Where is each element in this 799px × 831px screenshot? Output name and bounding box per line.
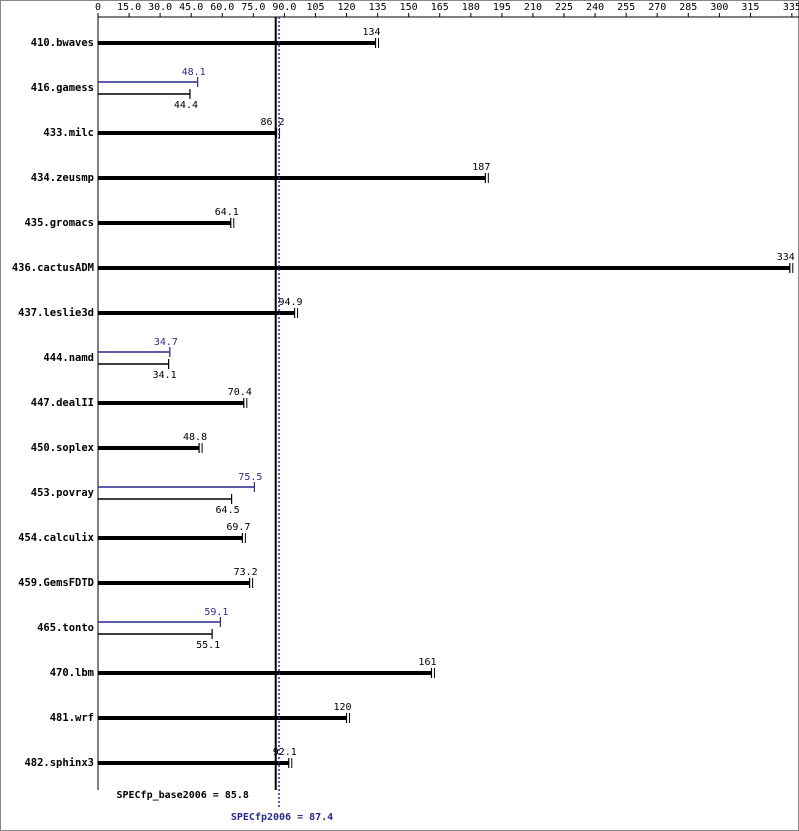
- category-label: 433.milc: [43, 127, 94, 139]
- value-label: 73.2: [234, 567, 258, 578]
- category-label: 454.calculix: [18, 532, 95, 544]
- x-tick-label: 90.0: [272, 2, 296, 13]
- value-label: 92.1: [273, 747, 297, 758]
- value-label: 34.1: [153, 370, 177, 381]
- value-label: 120: [334, 702, 352, 713]
- x-tick-label: 180: [462, 2, 480, 13]
- category-label: 434.zeusmp: [31, 172, 94, 184]
- x-tick-label: 30.0: [148, 2, 172, 13]
- x-tick-label: 45.0: [179, 2, 203, 13]
- reference-label: SPECfp2006 = 87.4: [231, 812, 333, 823]
- value-label: 86.2: [260, 117, 284, 128]
- x-tick-label: 105: [306, 2, 324, 13]
- x-tick-label: 120: [338, 2, 356, 13]
- x-tick-label: 75.0: [241, 2, 265, 13]
- category-label: 437.leslie3d: [18, 307, 94, 319]
- category-label: 436.cactusADM: [12, 262, 94, 274]
- value-label: 134: [363, 27, 381, 38]
- x-tick-label: 285: [679, 2, 697, 13]
- x-tick-label: 15.0: [117, 2, 141, 13]
- value-label: 75.5: [238, 472, 262, 483]
- category-label: 447.dealII: [31, 397, 94, 409]
- category-label: 444.namd: [43, 352, 94, 364]
- category-label: 482.sphinx3: [24, 757, 94, 769]
- value-label: 34.7: [154, 337, 178, 348]
- value-label: 69.7: [226, 522, 250, 533]
- category-label: 450.soplex: [31, 442, 95, 454]
- x-tick-label: 335: [783, 2, 799, 13]
- value-label: 59.1: [204, 607, 228, 618]
- x-tick-label: 135: [369, 2, 387, 13]
- x-tick-label: 255: [617, 2, 635, 13]
- x-tick-label: 315: [741, 2, 759, 13]
- value-label: 187: [472, 162, 490, 173]
- value-label: 334: [777, 252, 795, 263]
- value-label: 48.8: [183, 432, 207, 443]
- category-label: 470.lbm: [50, 667, 94, 679]
- x-tick-label: 60.0: [210, 2, 234, 13]
- value-label: 94.9: [279, 297, 303, 308]
- category-label: 481.wrf: [50, 712, 94, 724]
- x-tick-label: 300: [710, 2, 728, 13]
- x-tick-label: 150: [400, 2, 418, 13]
- reference-label: SPECfp_base2006 = 85.8: [116, 790, 248, 801]
- category-label: 435.gromacs: [24, 217, 94, 229]
- x-tick-label: 240: [586, 2, 604, 13]
- value-label: 64.5: [216, 505, 240, 516]
- value-label: 55.1: [196, 640, 220, 651]
- category-label: 465.tonto: [37, 622, 94, 634]
- category-label: 459.GemsFDTD: [18, 577, 94, 589]
- category-label: 416.gamess: [31, 82, 94, 94]
- x-tick-label: 270: [648, 2, 666, 13]
- value-label: 48.1: [182, 67, 206, 78]
- category-label: 410.bwaves: [31, 37, 94, 49]
- value-label: 44.4: [174, 100, 198, 111]
- x-tick-label: 210: [524, 2, 542, 13]
- category-label: 453.povray: [31, 487, 95, 499]
- value-label: 161: [418, 657, 436, 668]
- value-label: 64.1: [215, 207, 239, 218]
- x-tick-label: 225: [555, 2, 573, 13]
- x-tick-label: 195: [493, 2, 511, 13]
- value-label: 70.4: [228, 387, 252, 398]
- x-tick-label: 165: [431, 2, 449, 13]
- x-tick-label: 0: [95, 2, 101, 13]
